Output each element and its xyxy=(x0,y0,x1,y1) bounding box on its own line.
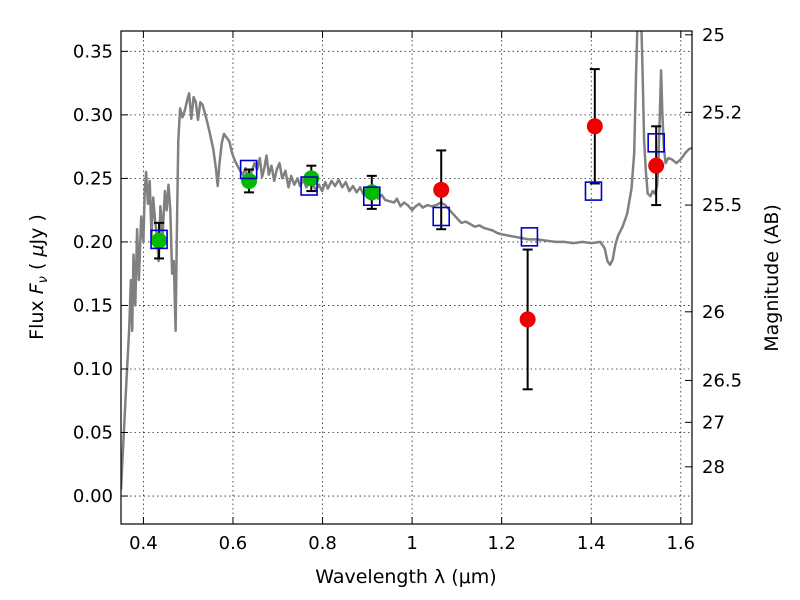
model-flux-square xyxy=(584,181,603,201)
model-spectrum-line xyxy=(121,31,692,490)
grid xyxy=(121,31,692,524)
x-axis: 0.4 0.6 0.8 1 1.2 1.4 1.6 xyxy=(129,31,695,554)
x-axis-label: Wavelength λ (μm) xyxy=(315,566,496,588)
y-axis-label-unit: Jy ) xyxy=(26,214,48,245)
right-tick-label: 25.5 xyxy=(702,195,742,216)
model-flux-square xyxy=(239,159,258,180)
y-tick-label: 0.10 xyxy=(73,359,113,380)
y-axis-left: 0.00 0.05 0.10 0.15 0.20 0.25 0.30 0.35 xyxy=(73,41,128,507)
green-point xyxy=(241,172,258,189)
x-tick-label: 0.6 xyxy=(219,533,248,554)
y-tick-label: 0.00 xyxy=(73,486,113,507)
y-tick-label: 0.35 xyxy=(73,41,113,62)
model-flux-square xyxy=(300,176,318,196)
right-tick-label: 26 xyxy=(702,302,725,323)
x-tick-label: 0.4 xyxy=(129,533,158,554)
red-point xyxy=(648,157,665,174)
x-tick-label: 1.2 xyxy=(487,533,516,554)
x-tick-label: 1.4 xyxy=(577,533,606,554)
right-tick-label: 25 xyxy=(702,25,725,46)
y-tick-label: 0.25 xyxy=(73,168,113,189)
red-point xyxy=(519,311,536,328)
y-tick-label: 0.05 xyxy=(73,423,113,444)
red-point xyxy=(586,118,603,135)
x-tick-label: 0.8 xyxy=(308,533,337,554)
y-axis-label: Flux Fν ( μJy ) xyxy=(26,214,51,340)
y-axis-right: 25 25.2 25.5 26 26.5 27 28 xyxy=(685,25,742,478)
y-tick-label: 0.15 xyxy=(73,295,113,316)
x-tick-label: 1.6 xyxy=(666,533,695,554)
y-tick-label: 0.20 xyxy=(73,232,113,253)
red-point xyxy=(433,181,450,198)
x-tick-label: 1 xyxy=(406,533,417,554)
y-axis-label-mu: μ xyxy=(26,244,48,257)
green-point xyxy=(363,184,380,201)
right-tick-label: 25.2 xyxy=(702,102,742,123)
y-tick-label: 0.30 xyxy=(73,105,113,126)
green-point xyxy=(303,170,320,187)
y-axis-label-symbol: F xyxy=(26,282,48,294)
right-axis-label: Magnitude (AB) xyxy=(761,204,783,352)
right-tick-label: 28 xyxy=(702,457,725,478)
right-tick-label: 26.5 xyxy=(702,370,742,391)
model-flux-square xyxy=(520,227,539,247)
y-axis-label-prefix: Flux xyxy=(26,294,48,340)
green-point xyxy=(151,232,168,249)
model-flux-square xyxy=(647,133,665,153)
right-tick-label: 27 xyxy=(702,412,725,433)
y-axis-label-subscript: ν xyxy=(36,276,51,283)
model-flux-square xyxy=(432,206,451,227)
data-points xyxy=(150,68,665,391)
model-flux-square xyxy=(362,186,381,206)
y-axis-label-open: ( xyxy=(26,257,48,277)
plot-frame xyxy=(120,30,693,525)
model-flux-square xyxy=(150,229,168,250)
